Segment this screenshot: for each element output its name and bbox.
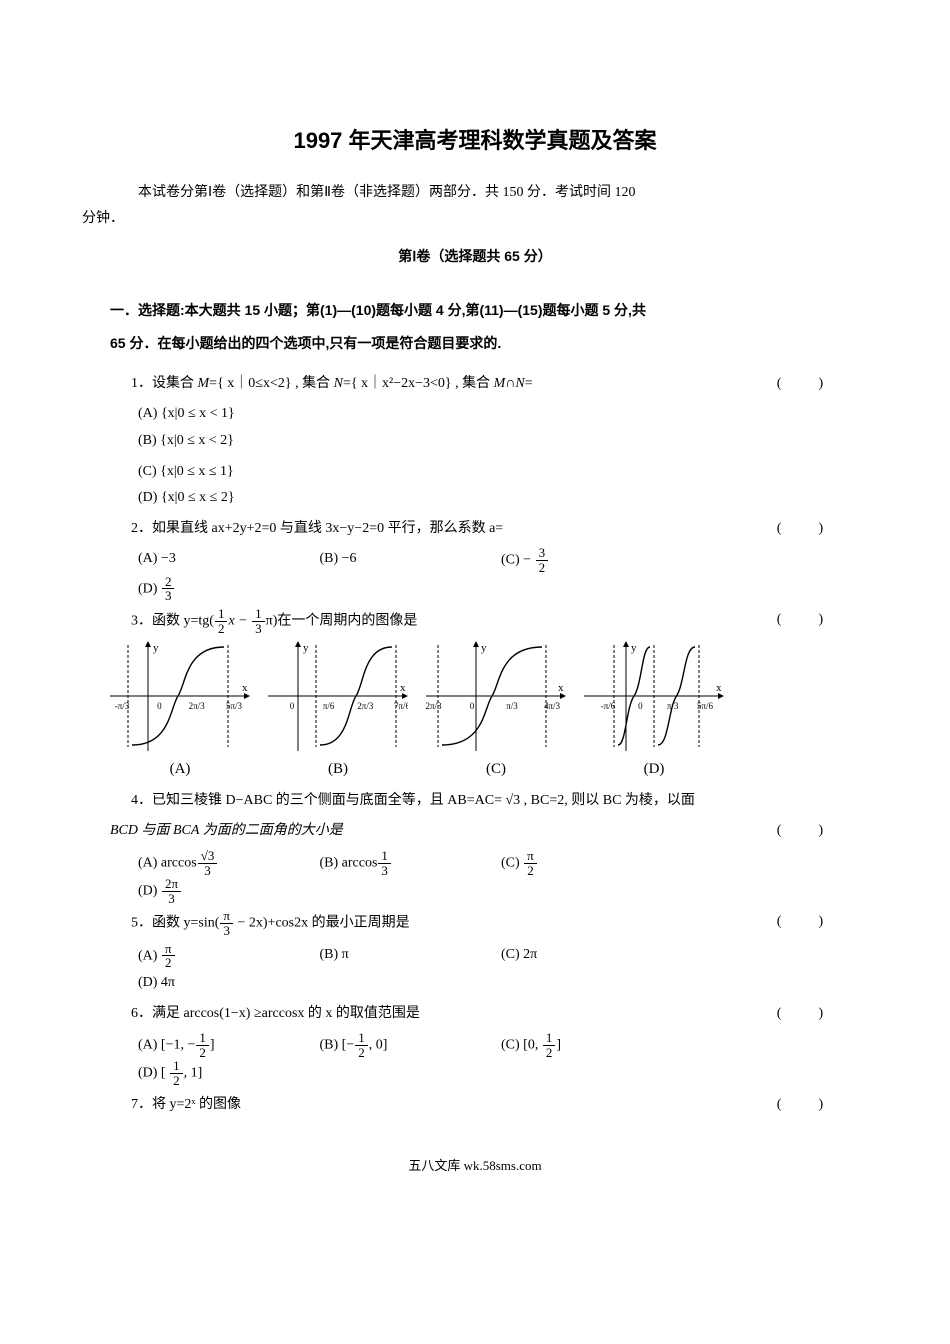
question-7-text: 7．将 y=2ˣ 的图像 [131,1092,840,1119]
svg-text:2π/3: 2π/3 [189,701,206,711]
question-6: 6．满足 arccos(1−x) ≥arccosx 的 x 的取值范围是 ( ) [131,1001,840,1028]
svg-text:x: x [558,682,564,694]
svg-text:4π/3: 4π/3 [544,701,561,711]
q4-option-c: (C) π2 [501,849,683,877]
question-5-options: (A) π2 (B) π (C) 2π (D) 4π [138,942,840,997]
answer-paren: ( ) [777,818,840,845]
page-title: 1997 年天津高考理科数学真题及答案 [110,120,840,162]
svg-text:7π/6: 7π/6 [394,701,408,711]
intro-line1: 本试卷分第Ⅰ卷（选择题）和第Ⅱ卷（非选择题）两部分．共 150 分．考试时间 1… [138,185,636,200]
question-2-text: 2．如果直线 ax+2y+2=0 与直线 3x−y−2=0 平行，那么系数 a= [131,516,840,543]
svg-text:-2π/3: -2π/3 [426,701,442,711]
question-1-options-2: (C) {x|0 ≤ x ≤ 1} (D) {x|0 ≤ x ≤ 2} [138,459,840,512]
question-6-options: (A) [−1, −12] (B) [−12, 0] (C) [0, 12] (… [138,1031,840,1088]
svg-text:-π/3: -π/3 [115,701,130,711]
q3-graph-a: x y -π/3 0 2π/3 5π/3 (A) [110,641,250,784]
question-3: 3．函数 y=tg(12x − 13π)在一个周期内的图像是 ( ) [131,607,840,635]
q5-option-d: (D) 4π [138,970,320,997]
answer-paren: ( ) [777,516,840,543]
svg-text:5π/6: 5π/6 [697,701,714,711]
answer-paren: ( ) [777,371,840,398]
q2-option-a: (A) −3 [138,546,320,574]
q4-option-d: (D) 2π3 [138,877,320,905]
svg-text:0: 0 [157,701,162,711]
answer-paren: ( ) [777,1092,840,1119]
svg-text:-π/6: -π/6 [601,701,616,711]
svg-text:π/3: π/3 [667,701,679,711]
q1-option-c: (C) {x|0 ≤ x ≤ 1} [138,459,495,486]
q6-option-c: (C) [0, 12] [501,1031,683,1059]
svg-text:y: y [631,642,637,654]
q2-option-d: (D) 23 [138,575,320,603]
question-3-graphs: x y -π/3 0 2π/3 5π/3 (A) x y 0 π/6 2π/3 7π/6 (B) x y -2π… [110,641,840,784]
q2-option-b: (B) −6 [320,546,502,574]
q3-graph-c: x y -2π/3 0 π/3 4π/3 (C) [426,641,566,784]
q2-option-c: (C) − 32 [501,546,683,574]
question-5: 5．函数 y=sin(π3 − 2x)+cos2x 的最小正周期是 ( ) [131,909,840,937]
question-6-text: 6．满足 arccos(1−x) ≥arccosx 的 x 的取值范围是 [131,1001,840,1028]
svg-text:x: x [242,682,248,694]
question-1-text: 1．设集合 M={ x｜0≤x<2} , 集合 N={ x｜x²−2x−3<0}… [131,371,840,398]
svg-text:5π/3: 5π/3 [226,701,243,711]
question-4-options: (A) arccos√33 (B) arccos13 (C) π2 (D) 2π… [138,849,840,906]
svg-text:0: 0 [470,701,475,711]
svg-text:x: x [400,682,406,694]
question-2: 2．如果直线 ax+2y+2=0 与直线 3x−y−2=0 平行，那么系数 a=… [131,516,840,543]
answer-paren: ( ) [777,1001,840,1028]
q1-option-a: (A) {x|0 ≤ x < 1} [138,401,495,428]
q5-option-b: (B) π [320,942,502,970]
q3-graph-b: x y 0 π/6 2π/3 7π/6 (B) [268,641,408,784]
q3-graph-label-d: (D) [584,755,724,784]
q4-option-a: (A) arccos√33 [138,849,320,877]
q1-option-d: (D) {x|0 ≤ x ≤ 2} [138,485,495,512]
q6-option-b: (B) [−12, 0] [320,1031,502,1059]
q3-graph-d: x y -π/6 0 π/3 5π/6 (D) [584,641,724,784]
q6-option-d: (D) [ 12, 1] [138,1059,320,1087]
question-4-text-line1: 4．已知三棱锥 D−ABC 的三个侧面与底面全等，且 AB=AC= √3 , B… [131,788,840,815]
section-1-heading: 第Ⅰ卷（选择题共 65 分） [110,243,840,270]
intro-line2: 分钟． [82,211,124,226]
svg-text:2π/3: 2π/3 [357,701,374,711]
instructions-line1: 一．选择题:本大题共 15 小题；第(1)—(10)题每小题 4 分,第(11)… [110,302,646,318]
answer-paren: ( ) [777,607,840,634]
q3-graph-label-b: (B) [268,755,408,784]
question-4-line2: BCD 与面 BCA 为面的二面角的大小是 ( ) [110,818,840,845]
svg-text:π/3: π/3 [506,701,518,711]
page-footer: 五八文库 wk.58sms.com [110,1154,840,1179]
question-4: 4．已知三棱锥 D−ABC 的三个侧面与底面全等，且 AB=AC= √3 , B… [131,788,840,815]
instructions-line2: 65 分．在每小题给出的四个选项中,只有一项是符合题目要求的. [110,335,501,351]
q3-graph-label-a: (A) [110,755,250,784]
intro-paragraph: 本试卷分第Ⅰ卷（选择题）和第Ⅱ卷（非选择题）两部分．共 150 分．考试时间 1… [110,180,840,233]
svg-text:x: x [716,682,722,694]
q4-option-b: (B) arccos13 [320,849,502,877]
q5-option-c: (C) 2π [501,942,683,970]
svg-text:π/6: π/6 [323,701,335,711]
svg-text:y: y [303,642,309,654]
svg-text:y: y [153,642,159,654]
q3-graph-label-c: (C) [426,755,566,784]
question-7: 7．将 y=2ˣ 的图像 ( ) [131,1092,840,1119]
section-1-instructions: 一．选择题:本大题共 15 小题；第(1)—(10)题每小题 4 分,第(11)… [110,294,840,361]
question-1: 1．设集合 M={ x｜0≤x<2} , 集合 N={ x｜x²−2x−3<0}… [131,371,840,398]
question-3-text: 3．函数 y=tg(12x − 13π)在一个周期内的图像是 [131,607,840,635]
q5-option-a: (A) π2 [138,942,320,970]
question-2-options: (A) −3 (B) −6 (C) − 32 (D) 23 [138,546,840,603]
q1-option-b: (B) {x|0 ≤ x < 2} [138,428,495,455]
answer-paren: ( ) [777,909,840,936]
svg-text:0: 0 [290,701,295,711]
q6-option-a: (A) [−1, −12] [138,1031,320,1059]
svg-text:0: 0 [638,701,643,711]
question-1-options: (A) {x|0 ≤ x < 1} (B) {x|0 ≤ x < 2} [138,401,840,454]
question-5-text: 5．函数 y=sin(π3 − 2x)+cos2x 的最小正周期是 [131,909,840,937]
svg-text:y: y [481,642,487,654]
